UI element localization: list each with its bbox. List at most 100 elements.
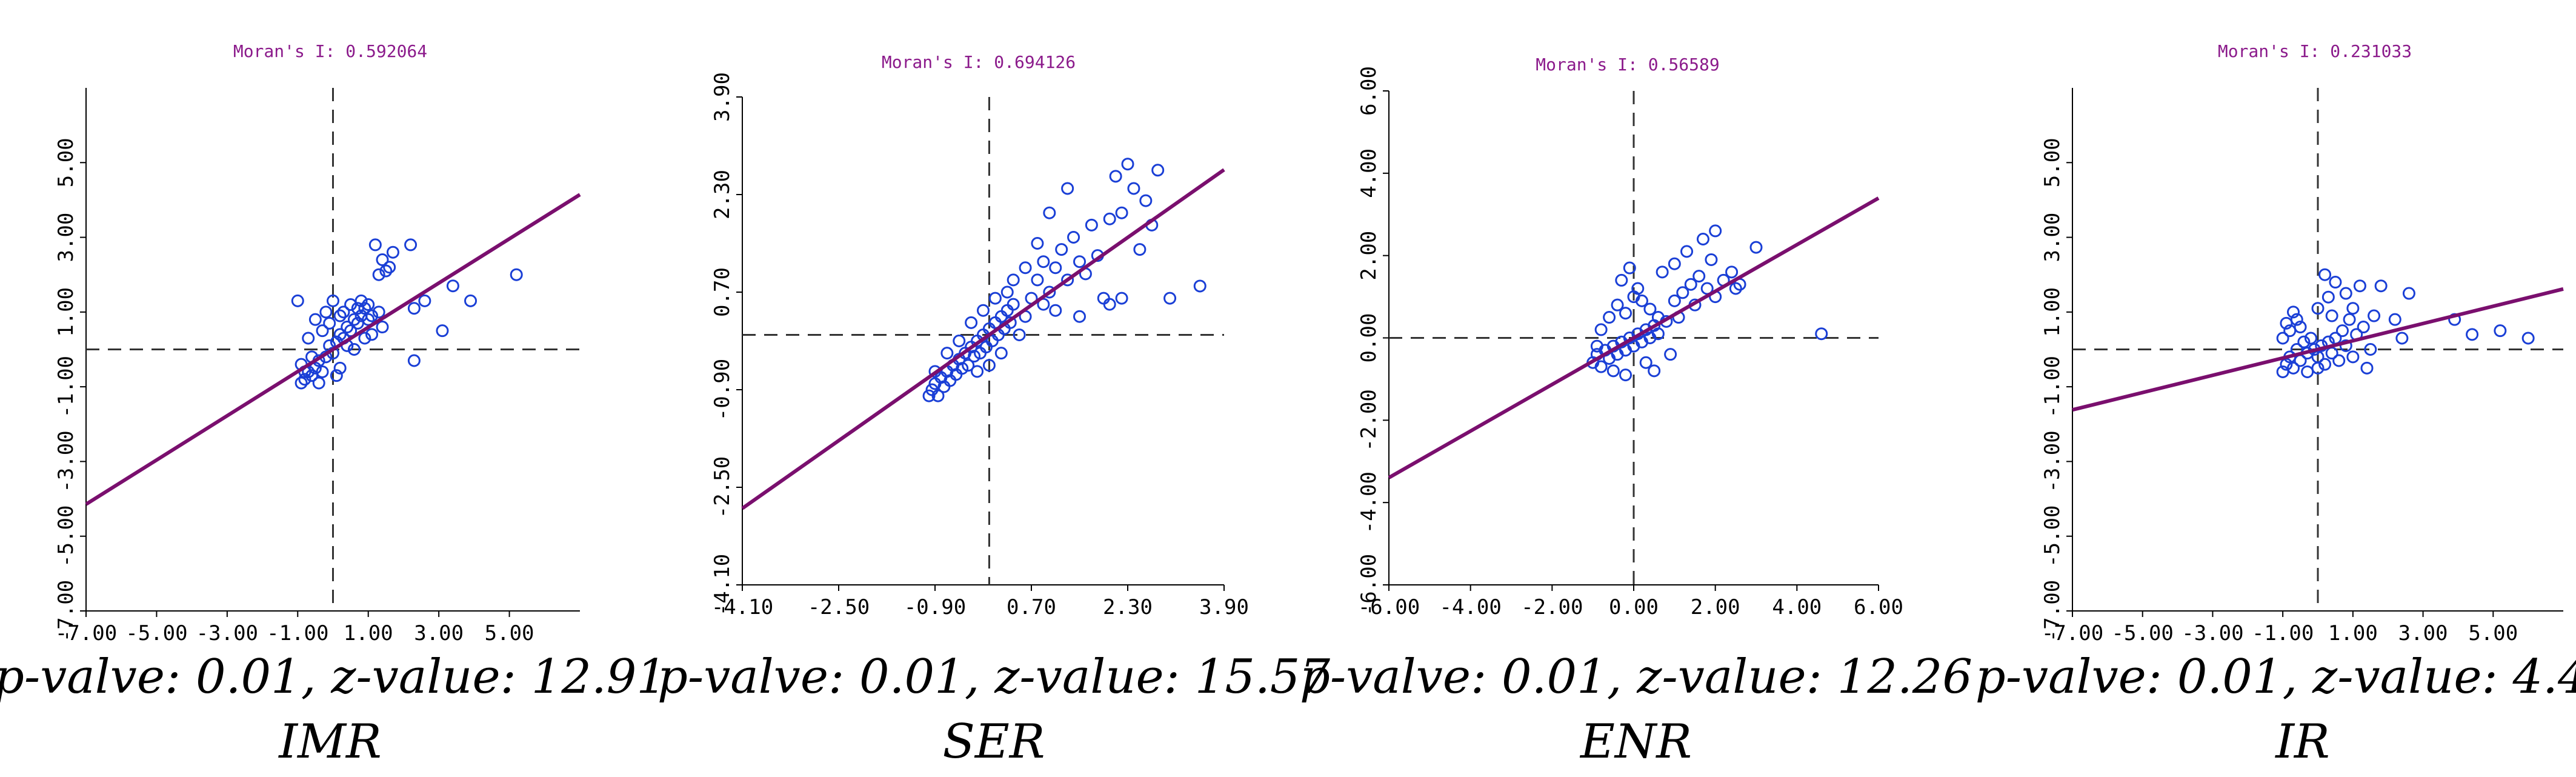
- data-point-enr: [1603, 311, 1616, 324]
- y-tick-label-ir: -1.00: [2040, 356, 2065, 418]
- data-point-ser: [1115, 206, 1128, 219]
- x-tick-label-enr: -2.00: [1521, 595, 1583, 619]
- data-point-enr: [1619, 368, 1632, 382]
- y-tick-label-imr: -5.00: [54, 505, 78, 567]
- caption-label-ser: SER: [942, 715, 1045, 769]
- panel-ser: Moran's I: 0.694126 -4.10 -2.50 -0.90 0.70 2…: [657, 52, 1330, 769]
- data-point-ser: [1007, 298, 1020, 311]
- data-point-ir: [2494, 324, 2507, 338]
- data-point-ser: [1115, 292, 1128, 305]
- data-point-ser: [1000, 304, 1014, 317]
- data-point-ser: [953, 335, 966, 347]
- x-tick-label-imr: 1.00: [344, 621, 393, 645]
- data-point-ser: [1193, 279, 1206, 293]
- moran-title-ir: Moran's I: 0.231033: [2218, 41, 2412, 61]
- x-tick-label-enr: -4.00: [1439, 595, 1501, 619]
- data-point-ser: [1055, 243, 1068, 256]
- data-point-ir: [2339, 287, 2352, 300]
- y-tick-label-enr: -4.00: [1357, 472, 1381, 533]
- data-point-ir: [2395, 332, 2409, 345]
- data-point-imr: [344, 324, 358, 338]
- x-tick-label-imr: -3.00: [196, 621, 258, 645]
- data-point-imr: [298, 373, 311, 386]
- caption-label-enr: ENR: [1579, 715, 1692, 769]
- x-tick-label-imr: -7.00: [55, 621, 117, 645]
- points-imr: [291, 238, 523, 390]
- y-ticks-imr: -7.00 -5.00 -3.00 -1.00 1.00 3.00 5.00: [54, 138, 86, 642]
- data-point-ser: [968, 350, 981, 363]
- y-tick-label-enr: 4.00: [1357, 148, 1381, 198]
- data-point-ir: [2353, 279, 2366, 293]
- y-tick-label-imr: -3.00: [54, 430, 78, 492]
- data-point-ir: [2346, 350, 2360, 364]
- y-tick-label-imr: -1.00: [54, 356, 78, 418]
- data-point-ser: [988, 292, 1002, 305]
- data-point-ser: [1043, 285, 1056, 299]
- data-point-enr: [1680, 245, 1694, 258]
- data-point-enr: [1590, 339, 1603, 353]
- moran-title-ser: Moran's I: 0.694126: [882, 52, 1076, 72]
- data-point-ir: [2325, 309, 2338, 322]
- y-ticks-enr: -6.00 -4.00 -2.00 0.00 2.00 4.00 6.00: [1357, 66, 1389, 616]
- data-point-ser: [1061, 182, 1074, 195]
- data-point-enr: [1594, 323, 1608, 336]
- data-point-ir: [2346, 302, 2360, 315]
- x-tick-label-imr: -5.00: [125, 621, 187, 645]
- data-point-ir: [2329, 276, 2342, 289]
- data-point-ir: [2368, 309, 2381, 322]
- data-point-imr: [319, 305, 333, 319]
- data-point-enr: [1668, 294, 1681, 307]
- data-point-imr: [347, 313, 361, 326]
- data-point-ser: [1067, 230, 1080, 244]
- data-point-imr: [404, 238, 418, 252]
- regression-line-ir: [2072, 287, 2564, 412]
- data-point-enr: [1668, 257, 1681, 270]
- data-point-ser: [1103, 212, 1116, 225]
- data-point-enr: [1615, 273, 1628, 287]
- data-point-ser: [1163, 292, 1177, 305]
- data-point-imr: [365, 309, 379, 322]
- data-point-ir: [2311, 302, 2325, 315]
- caption-label-ir: IR: [2274, 715, 2330, 769]
- y-tick-label-ir: 3.00: [2040, 213, 2065, 262]
- data-point-ser: [1000, 285, 1014, 299]
- y-tick-label-ser: 3.90: [710, 72, 734, 122]
- x-tick-label-ser: 3.90: [1199, 595, 1249, 619]
- data-point-imr: [308, 313, 322, 326]
- data-point-enr: [1639, 356, 1652, 369]
- data-point-imr: [333, 361, 347, 375]
- data-point-ser: [1085, 218, 1098, 232]
- data-point-ser: [940, 347, 954, 360]
- x-tick-label-ir: 1.00: [2328, 621, 2378, 645]
- data-point-ser: [965, 316, 978, 329]
- data-point-ir: [2280, 316, 2293, 330]
- data-point-ser: [956, 362, 969, 375]
- data-point-ser: [1037, 255, 1050, 268]
- data-point-ser: [1097, 292, 1110, 305]
- data-point-imr: [386, 245, 399, 259]
- data-point-ser: [1073, 310, 1086, 323]
- data-point-ser: [1049, 304, 1062, 317]
- data-point-ir: [2402, 287, 2415, 300]
- data-point-ir: [2311, 361, 2325, 375]
- data-point-ir: [2343, 313, 2356, 326]
- data-point-ser: [1007, 273, 1020, 287]
- data-point-imr: [358, 302, 371, 315]
- data-point-ir: [2360, 361, 2374, 375]
- data-point-imr: [312, 376, 325, 390]
- points-ser: [922, 158, 1206, 402]
- y-tick-label-ir: 1.00: [2040, 287, 2065, 337]
- x-tick-label-ser: 2.30: [1103, 595, 1153, 619]
- x-tick-label-ir: -1.00: [2252, 621, 2314, 645]
- caption-stats-enr: p-valve: 0.01, z-value: 12.26: [1300, 650, 1972, 704]
- data-point-ir: [2374, 279, 2388, 293]
- y-tick-label-ser: 0.70: [710, 267, 734, 317]
- points-ir: [2276, 268, 2535, 378]
- x-tick-label-ser: 0.70: [1007, 595, 1056, 619]
- data-point-enr: [1619, 307, 1632, 320]
- data-point-imr: [362, 313, 375, 326]
- data-point-ir: [2521, 332, 2535, 345]
- data-point-ser: [982, 359, 996, 372]
- x-tick-label-ir: -3.00: [2182, 621, 2243, 645]
- panel-enr: Moran's I: 0.56589 -6.00 -4.00 -2.00 0.00 2.…: [1300, 55, 1972, 769]
